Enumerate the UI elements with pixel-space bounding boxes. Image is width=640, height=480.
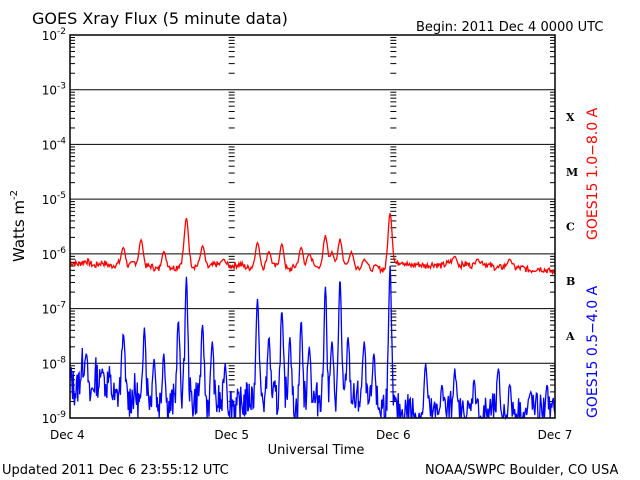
y-tick-label: 10-8 — [42, 355, 67, 371]
y-tick-label: 10-3 — [42, 82, 66, 98]
y-tick-label: 10-7 — [42, 301, 66, 317]
flare-class-label: A — [565, 330, 575, 343]
grid-lines — [70, 34, 555, 419]
legend-short: GOES15 0.5−4.0 A — [585, 285, 601, 418]
y-tick-mantissa: 10 — [42, 193, 57, 207]
y-tick-label: 10-5 — [42, 191, 66, 207]
flare-class-label: X — [566, 111, 575, 124]
y-tick-label: 10-2 — [42, 27, 66, 43]
flare-class-label: M — [566, 166, 578, 179]
x-tick-labels: Dec 4 Dec 5 Dec 6 Dec 7 — [50, 428, 572, 442]
x-tick-label: Dec 5 — [214, 428, 249, 442]
legend-long: GOES15 1.0−8.0 A — [585, 107, 601, 240]
y-tick-label: 10-6 — [42, 246, 67, 262]
y-tick-mantissa: 10 — [42, 303, 57, 317]
flare-class-labels: X M C B A — [565, 111, 578, 343]
y-tick-exponent: -7 — [57, 301, 66, 311]
series-lines — [69, 213, 556, 421]
y-tick-exponent: -6 — [57, 246, 66, 256]
series-line-long — [69, 213, 556, 275]
x-tick-label: Dec 7 — [538, 428, 573, 442]
y-tick-mantissa: 10 — [42, 138, 57, 152]
x-tick-label: Dec 6 — [376, 428, 411, 442]
begin-date: Begin: 2011 Dec 4 0000 UTC — [416, 20, 603, 35]
y-tick-label: 10-9 — [42, 410, 67, 426]
y-tick-exponent: -3 — [57, 82, 66, 92]
flare-class-label: C — [566, 221, 575, 234]
y-tick-exponent: -5 — [57, 191, 66, 201]
y-tick-exponent: -4 — [57, 136, 66, 146]
y-tick-exponent: -2 — [57, 27, 66, 37]
chart-title: GOES Xray Flux (5 minute data) — [32, 9, 288, 28]
y-tick-label: 10-4 — [42, 136, 67, 152]
series-line-short — [69, 265, 556, 421]
y-tick-exponent: -9 — [57, 410, 66, 420]
flare-class-label: B — [566, 275, 575, 288]
axis-ticks — [70, 37, 555, 403]
y-tick-mantissa: 10 — [42, 248, 57, 262]
y-tick-labels: 10-910-810-710-610-510-410-310-2 — [42, 27, 67, 426]
y-axis-label-sup: -2 — [9, 190, 20, 200]
y-axis-label-main: Watts m — [10, 200, 28, 262]
y-tick-mantissa: 10 — [42, 84, 57, 98]
y-tick-mantissa: 10 — [42, 412, 57, 426]
x-axis-label: Universal Time — [268, 443, 365, 458]
updated-time: Updated 2011 Dec 6 23:55:12 UTC — [2, 463, 229, 478]
y-tick-mantissa: 10 — [42, 357, 57, 371]
y-axis-label: Watts m-2 — [9, 190, 28, 262]
y-tick-exponent: -8 — [57, 355, 66, 365]
plot-frame — [69, 34, 556, 419]
x-tick-label: Dec 4 — [50, 428, 85, 442]
credit: NOAA/SWPC Boulder, CO USA — [425, 463, 618, 478]
y-tick-mantissa: 10 — [42, 29, 57, 43]
